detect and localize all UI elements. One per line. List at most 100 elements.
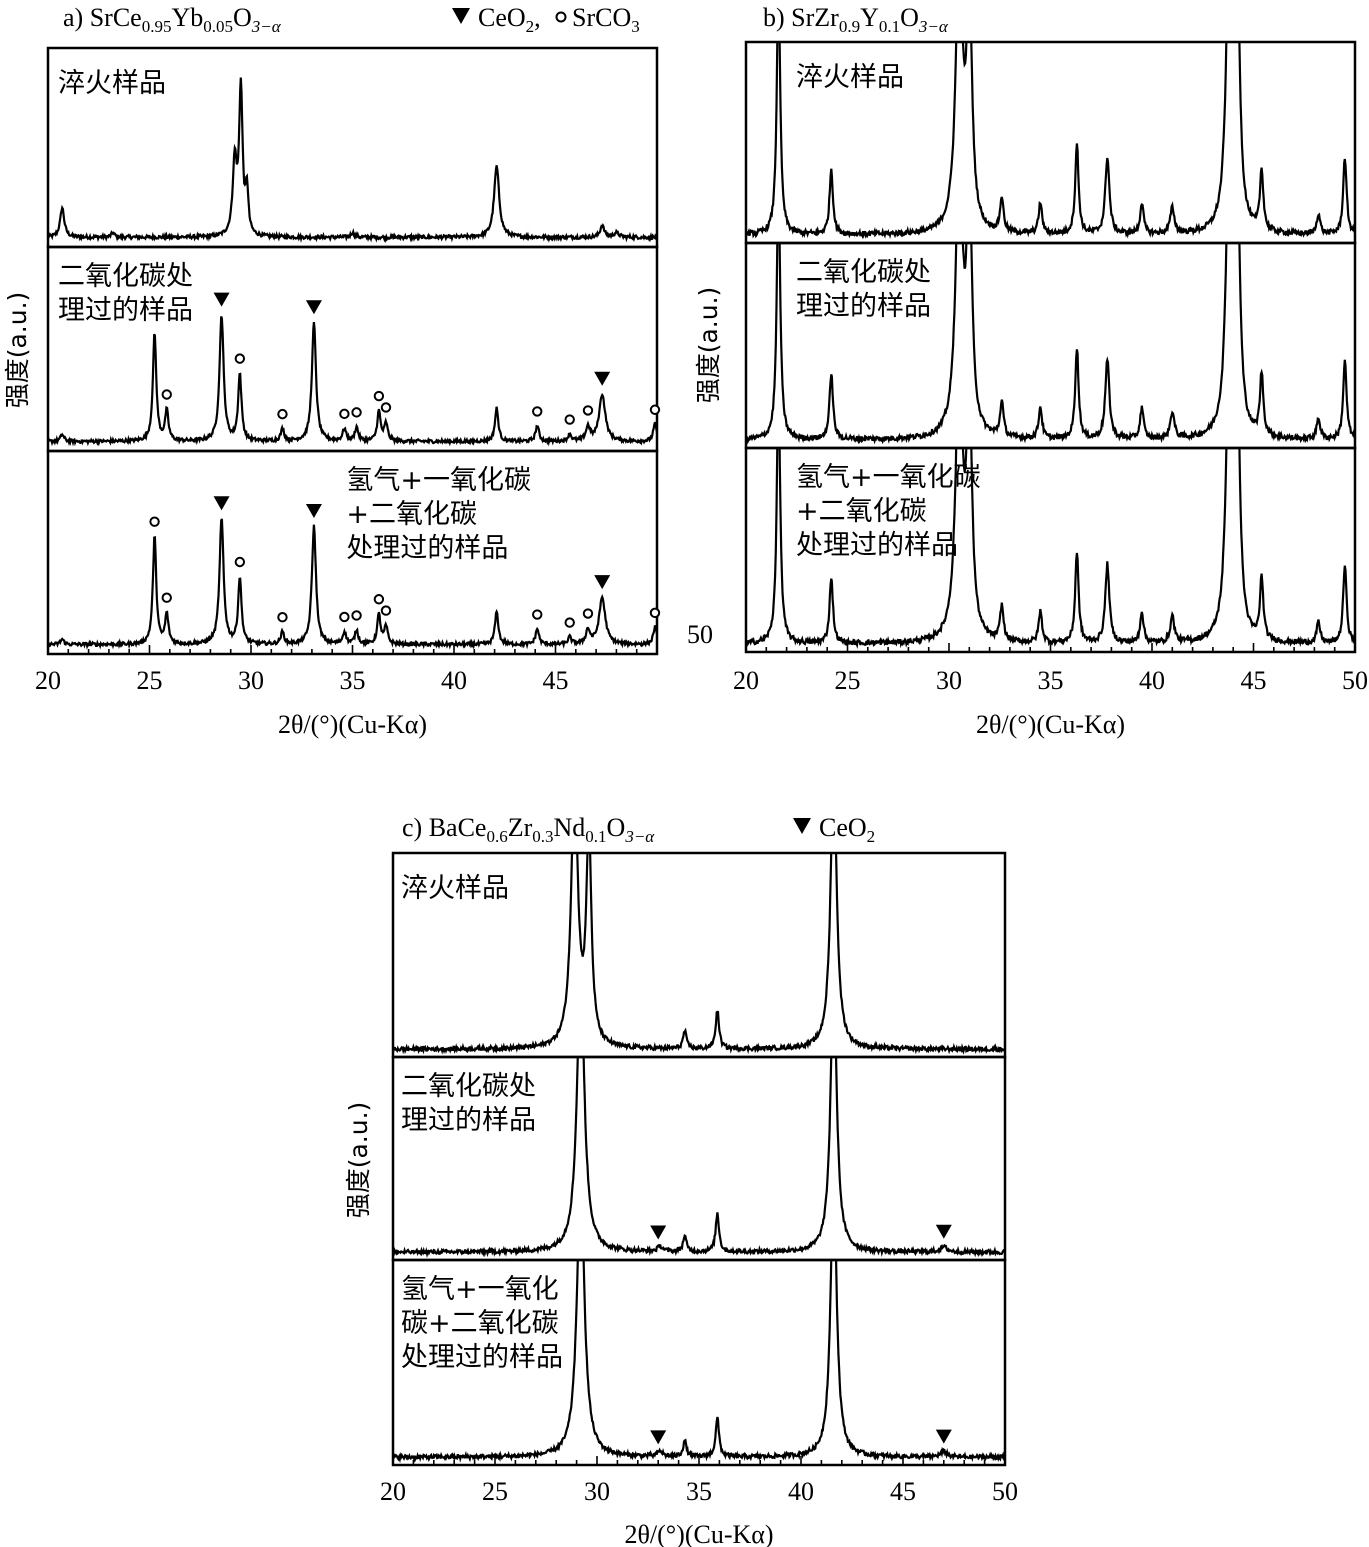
srco3-marker-icon [339,408,350,420]
ceo2-marker-icon [305,300,322,315]
x-tick-label: 45 [543,666,569,695]
sample-label: +二氧化碳 [346,499,477,530]
panel-1: 淬火样品 [744,40,1357,245]
x-tick-label: 50 [992,1477,1018,1506]
sample-label: 理过的样品 [401,1105,536,1136]
xrd-trace [48,518,657,650]
x-axis-label: 2θ/(°)(Cu-Kα) [624,1520,773,1547]
x-tick-label: 45 [890,1477,916,1506]
chart-b: b) SrZr0.9Y0.1O3−α 淬火样品二氧化碳处理过的样品氢气+一氧化碳+… [694,3,1368,739]
ceo2-marker-icon [650,1225,667,1240]
sample-label: 淬火样品 [401,873,509,904]
x-tick-label: 35 [340,666,366,695]
x-tick-label: 20 [380,1477,406,1506]
ceo2-marker-icon [594,371,611,386]
srco3-marker-icon [149,516,160,527]
srco3-marker-icon [373,390,385,402]
xrd-trace [393,1057,1005,1259]
panel-1: 淬火样品 [46,46,659,249]
legend-label: CeO2 [819,813,875,846]
x-tick-label: 40 [788,1477,814,1506]
ceo2-marker-icon [213,496,230,511]
sample-label: 处理过的样品 [346,533,508,564]
x-tick-label: 20 [35,666,61,695]
ceo2-marker-icon [650,1430,667,1445]
ceo2-marker-icon [935,1224,952,1239]
srco3-marker-icon [351,610,362,621]
srco3-marker-icon [351,407,362,418]
xrd-trace [393,853,1005,1055]
chart-c: c) BaCe0.6Zr0.3Nd0.1O3−α CeO2 淬火样品二氧化碳处理过的… [344,813,1018,1547]
triangle-marker-icon [793,818,811,834]
sample-label: 氢气+一氧化 [401,1274,559,1305]
srco3-marker-icon [582,608,594,619]
xrd-trace [746,243,1355,445]
xrd-trace [746,448,1355,649]
sample-label: 淬火样品 [58,68,166,99]
srco3-marker-icon [234,556,246,568]
srco3-marker-icon [380,605,392,616]
sample-label: 二氧化碳处 [401,1071,536,1102]
srco3-marker-icon [532,609,543,620]
x-tick-label: 25 [482,1477,508,1506]
x-tick-label: 20 [733,666,759,695]
chart-a: a) SrCe0.95Yb0.05O3−α CeO2, SrCO3 淬火样品二氧化碳… [3,3,713,739]
x-tick-label: 40 [441,666,467,695]
srco3-marker-icon [649,404,661,415]
x-axis-label: 2θ/(°)(Cu-Kα) [976,710,1125,739]
sample-label: 二氧化碳处 [796,257,931,288]
srco3-marker-icon [380,402,392,413]
chart-title: a) SrCe0.95Yb0.05O3−α [63,3,282,36]
chart-title: c) BaCe0.6Zr0.3Nd0.1O3−α [402,813,655,846]
legend-label: CeO2, [478,3,541,36]
sample-label: 氢气+一氧化碳 [796,462,981,493]
srco3-marker-icon [339,611,350,623]
sample-label: 理过的样品 [796,291,931,322]
sample-label: 碳+二氧化碳 [401,1308,559,1339]
srco3-marker-icon [373,594,385,605]
srco3-marker-icon [161,389,172,400]
sample-label: +二氧化碳 [796,496,927,527]
chart-title: b) SrZr0.9Y0.1O3−α [763,3,949,36]
x-axis: 20 25 30 35 40 45 50 [380,1456,1018,1506]
y-axis-label: 强度(a.u.) [344,1102,373,1219]
x-tick-label: 35 [1038,666,1064,695]
srco3-marker-icon [532,406,543,417]
ceo2-marker-icon [594,575,611,590]
x-tick-label: 25 [835,666,861,695]
sample-label: 处理过的样品 [401,1342,563,1373]
x-axis-label: 2θ/(°)(Cu-Kα) [278,710,427,739]
x-tick-label-extra: 50 [687,620,713,649]
sample-label: 氢气+一氧化碳 [346,465,531,496]
sample-label: 理过的样品 [58,295,193,326]
srco3-marker-icon [277,408,288,420]
srco3-marker-icon [564,414,575,425]
x-tick-label: 35 [686,1477,712,1506]
ceo2-marker-icon [305,503,322,518]
x-tick-label: 45 [1241,666,1267,695]
ceo2-marker-icon [935,1429,952,1444]
x-tick-label: 25 [137,666,163,695]
x-axis: 20 25 30 35 40 45 50 [733,643,1368,695]
sample-label: 淬火样品 [796,62,904,93]
legend-item-CeO2: CeO2 [793,813,875,846]
x-tick-label: 30 [584,1477,610,1506]
legend-item-CeO2: CeO2, [452,3,541,36]
xrd-trace [746,42,1355,240]
srco3-marker-icon [582,405,594,416]
srco3-marker-icon [277,612,288,623]
y-axis-label: 强度(a.u.) [694,287,723,404]
sample-label: 二氧化碳处 [58,261,193,292]
x-tick-label: 30 [238,666,264,695]
srco3-marker-icon [234,353,246,364]
y-axis-label: 强度(a.u.) [3,292,32,409]
x-tick-label: 50 [1342,666,1368,695]
x-tick-label: 40 [1139,666,1165,695]
x-axis: 20 25 30 35 40 45 50 [35,620,713,695]
